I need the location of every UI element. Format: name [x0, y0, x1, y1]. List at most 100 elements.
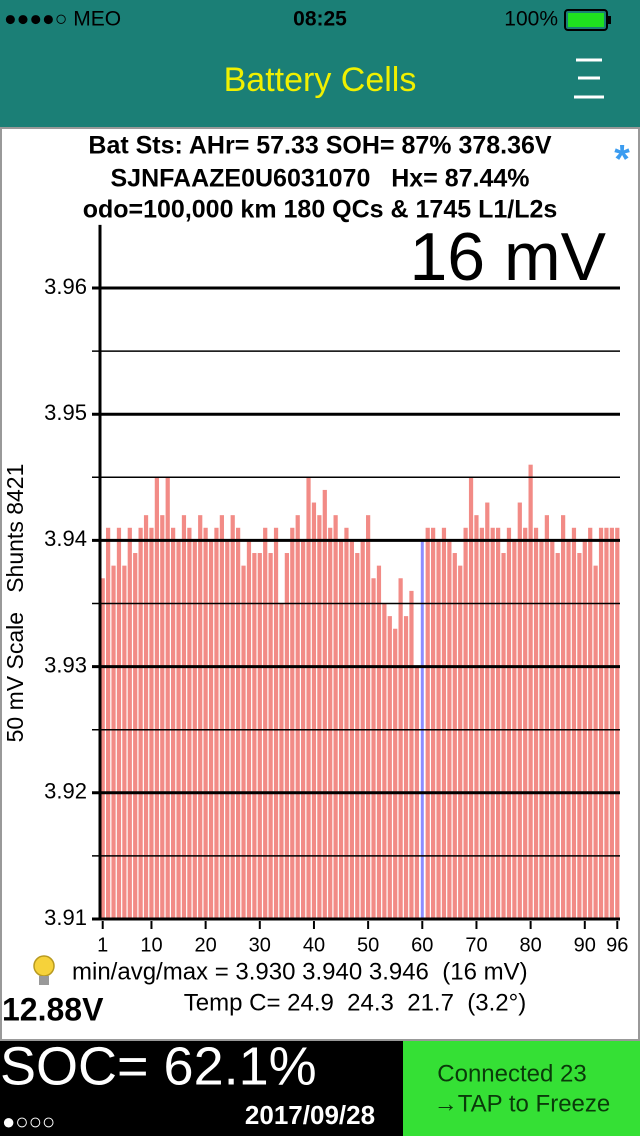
bar	[106, 527, 111, 919]
bar	[214, 527, 219, 919]
y-tick-label: 3.95	[44, 400, 87, 425]
bar	[609, 527, 614, 919]
bar	[290, 527, 295, 919]
date: 2017/09/28	[245, 1100, 375, 1130]
bulb-icon	[33, 955, 55, 985]
bar	[311, 502, 317, 919]
bar	[393, 628, 398, 919]
chart[interactable]: 3.91 3.92 3.93 3.94 3.95 3.96 1 10 20 30 40 50 60 70 8…	[44, 224, 628, 956]
bar	[111, 565, 116, 919]
bar	[577, 553, 582, 919]
bar	[355, 553, 360, 919]
y-tick-label: 3.96	[44, 274, 87, 299]
bar	[474, 515, 479, 919]
bar	[544, 515, 549, 919]
bar	[366, 515, 371, 919]
bar	[528, 464, 533, 919]
bar	[398, 578, 403, 919]
carrier: ●●●●○ MEO	[4, 8, 121, 31]
cell-stats: min/avg/max = 3.930 3.940 3.946 (16 mV)	[72, 958, 528, 985]
bar	[219, 515, 224, 919]
bar	[252, 553, 257, 919]
bar	[257, 553, 262, 919]
bar	[479, 527, 484, 919]
bar	[376, 565, 382, 919]
bar	[181, 515, 187, 919]
bar	[116, 527, 122, 919]
bar	[241, 565, 246, 919]
bar	[561, 515, 566, 919]
bar	[322, 489, 327, 919]
bar	[273, 527, 279, 919]
freeze-button[interactable]	[403, 1041, 640, 1136]
bar	[506, 527, 512, 919]
y-axis-title: 50 mV Scale Shunts 8421	[2, 464, 28, 743]
bar	[279, 603, 284, 919]
bar	[133, 553, 138, 919]
bar	[382, 603, 387, 919]
bar	[154, 477, 159, 919]
bar	[149, 527, 154, 919]
x-tick-label: 80	[520, 934, 542, 956]
bar	[501, 553, 506, 919]
bar	[171, 527, 176, 919]
bar	[138, 527, 143, 919]
bar	[160, 515, 165, 919]
bar	[284, 553, 289, 919]
bar	[468, 477, 474, 919]
y-tick-label: 3.91	[44, 905, 87, 930]
x-tick-label: 50	[357, 934, 379, 956]
y-tick-label: 3.93	[44, 652, 87, 677]
pack-voltage: 12.88V	[2, 991, 104, 1027]
bar	[198, 515, 203, 919]
bar	[593, 565, 598, 919]
x-tick-label: 1	[97, 934, 108, 956]
bar	[263, 527, 268, 919]
bar	[533, 527, 539, 919]
x-tick-label: 40	[303, 934, 325, 956]
bar	[230, 515, 235, 919]
freeze-action[interactable]: →TAP to Freeze	[434, 1090, 611, 1117]
bar	[127, 527, 132, 919]
x-tick-label: 96	[606, 934, 628, 956]
bar	[387, 616, 392, 919]
bar	[295, 515, 300, 919]
bar	[452, 553, 457, 919]
bar	[425, 527, 430, 919]
page-dots[interactable]: ●○○○	[2, 1109, 55, 1134]
status-line: SJNFAAZE0U6031070 Hx= 87.44%	[111, 165, 530, 193]
status-line: odo=100,000 km 180 QCs & 1745 L1/L2s	[83, 196, 558, 224]
bar	[598, 527, 604, 919]
x-tick-label: 30	[249, 934, 271, 956]
bar	[517, 502, 522, 919]
x-tick-label: 10	[140, 934, 162, 956]
bar	[463, 527, 468, 919]
bar	[122, 565, 127, 919]
badge[interactable]: *	[614, 138, 630, 182]
annotation: 16 mV	[409, 219, 606, 295]
bar	[409, 590, 414, 919]
x-tick-label: 90	[574, 934, 596, 956]
bar	[588, 527, 593, 919]
connection-status[interactable]: Connected 23	[437, 1060, 586, 1087]
header-bg	[0, 0, 640, 128]
bar	[333, 515, 338, 919]
bar	[441, 527, 447, 919]
footer-bg	[0, 1041, 403, 1136]
bar	[344, 527, 349, 919]
bar	[317, 515, 322, 919]
bar	[490, 527, 495, 919]
bar	[187, 527, 192, 919]
bar	[236, 527, 241, 919]
bar	[496, 527, 501, 919]
nav-title: Battery Cells	[224, 61, 417, 99]
y-tick-label: 3.94	[44, 526, 87, 551]
bar	[523, 527, 528, 919]
bar	[555, 553, 560, 919]
menu-button[interactable]	[574, 58, 604, 99]
bar	[100, 578, 105, 919]
bar	[604, 527, 609, 919]
bar	[143, 515, 149, 919]
bar	[165, 477, 170, 919]
